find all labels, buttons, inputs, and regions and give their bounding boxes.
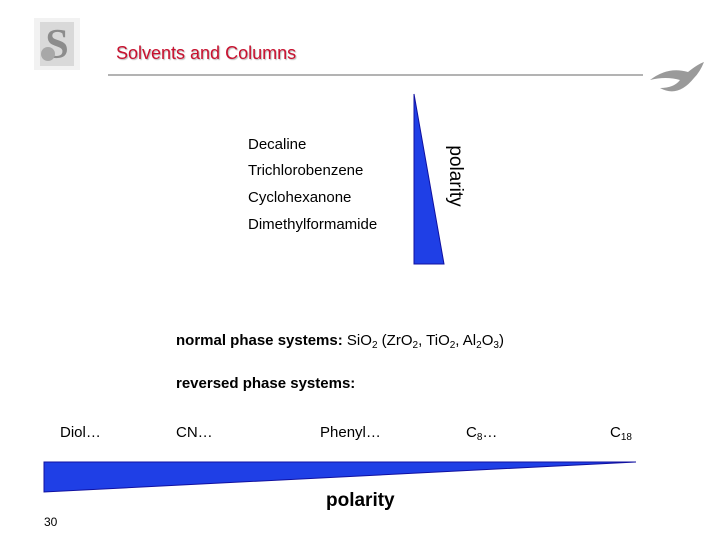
title-divider bbox=[108, 74, 643, 76]
vertical-wedge-shape bbox=[413, 93, 445, 265]
normal-phase-line: normal phase systems: SiO2 (ZrO2, TiO2, … bbox=[176, 332, 504, 351]
np-al-sub: 2 bbox=[476, 340, 482, 351]
university-s-crest-icon: S bbox=[34, 18, 80, 70]
c8-tail: … bbox=[482, 424, 498, 441]
phase-c18: C18 bbox=[610, 424, 632, 443]
np-zr-sub: 2 bbox=[412, 340, 419, 351]
vertical-polarity-label: polarity bbox=[445, 145, 466, 207]
solvent-trichlorobenzene: Trichlorobenzene bbox=[248, 162, 364, 179]
phase-cn: CN… bbox=[176, 424, 213, 441]
np-close: ) bbox=[498, 332, 504, 349]
phase-phenyl: Phenyl… bbox=[320, 424, 381, 441]
c18-sub: 18 bbox=[620, 432, 632, 443]
horizontal-polarity-label: polarity bbox=[326, 490, 395, 511]
np-ti-sub: 2 bbox=[449, 340, 456, 351]
np-si: Si bbox=[346, 332, 361, 349]
horizontal-wedge-shape bbox=[43, 461, 637, 493]
c8-c: C bbox=[466, 424, 477, 441]
np-al-o: O bbox=[481, 332, 494, 349]
reversed-phase-label: reversed phase systems: bbox=[176, 375, 356, 392]
np-zr: (ZrO bbox=[377, 332, 413, 349]
normal-phase-label: normal phase systems: bbox=[176, 332, 343, 349]
page-number: 30 bbox=[44, 515, 58, 529]
solvent-dimethylformamide: Dimethylformamide bbox=[248, 216, 378, 233]
phase-c8: C8… bbox=[466, 424, 497, 443]
np-ti: , TiO bbox=[418, 332, 450, 349]
c18-c: C bbox=[610, 424, 621, 441]
np-al: , Al bbox=[455, 332, 477, 349]
np-al-o-sub: 3 bbox=[493, 340, 499, 351]
solvent-cyclohexanone: Cyclohexanone bbox=[248, 189, 352, 206]
np-o-sub: 2 bbox=[371, 340, 378, 351]
slide-title: Solvents and Columns bbox=[116, 43, 297, 63]
phase-diol: Diol… bbox=[60, 424, 101, 441]
solvent-decaline: Decaline bbox=[248, 136, 307, 153]
np-o: O bbox=[360, 332, 372, 349]
c8-sub: 8 bbox=[476, 432, 483, 443]
swoosh-arrow-icon bbox=[650, 62, 704, 92]
